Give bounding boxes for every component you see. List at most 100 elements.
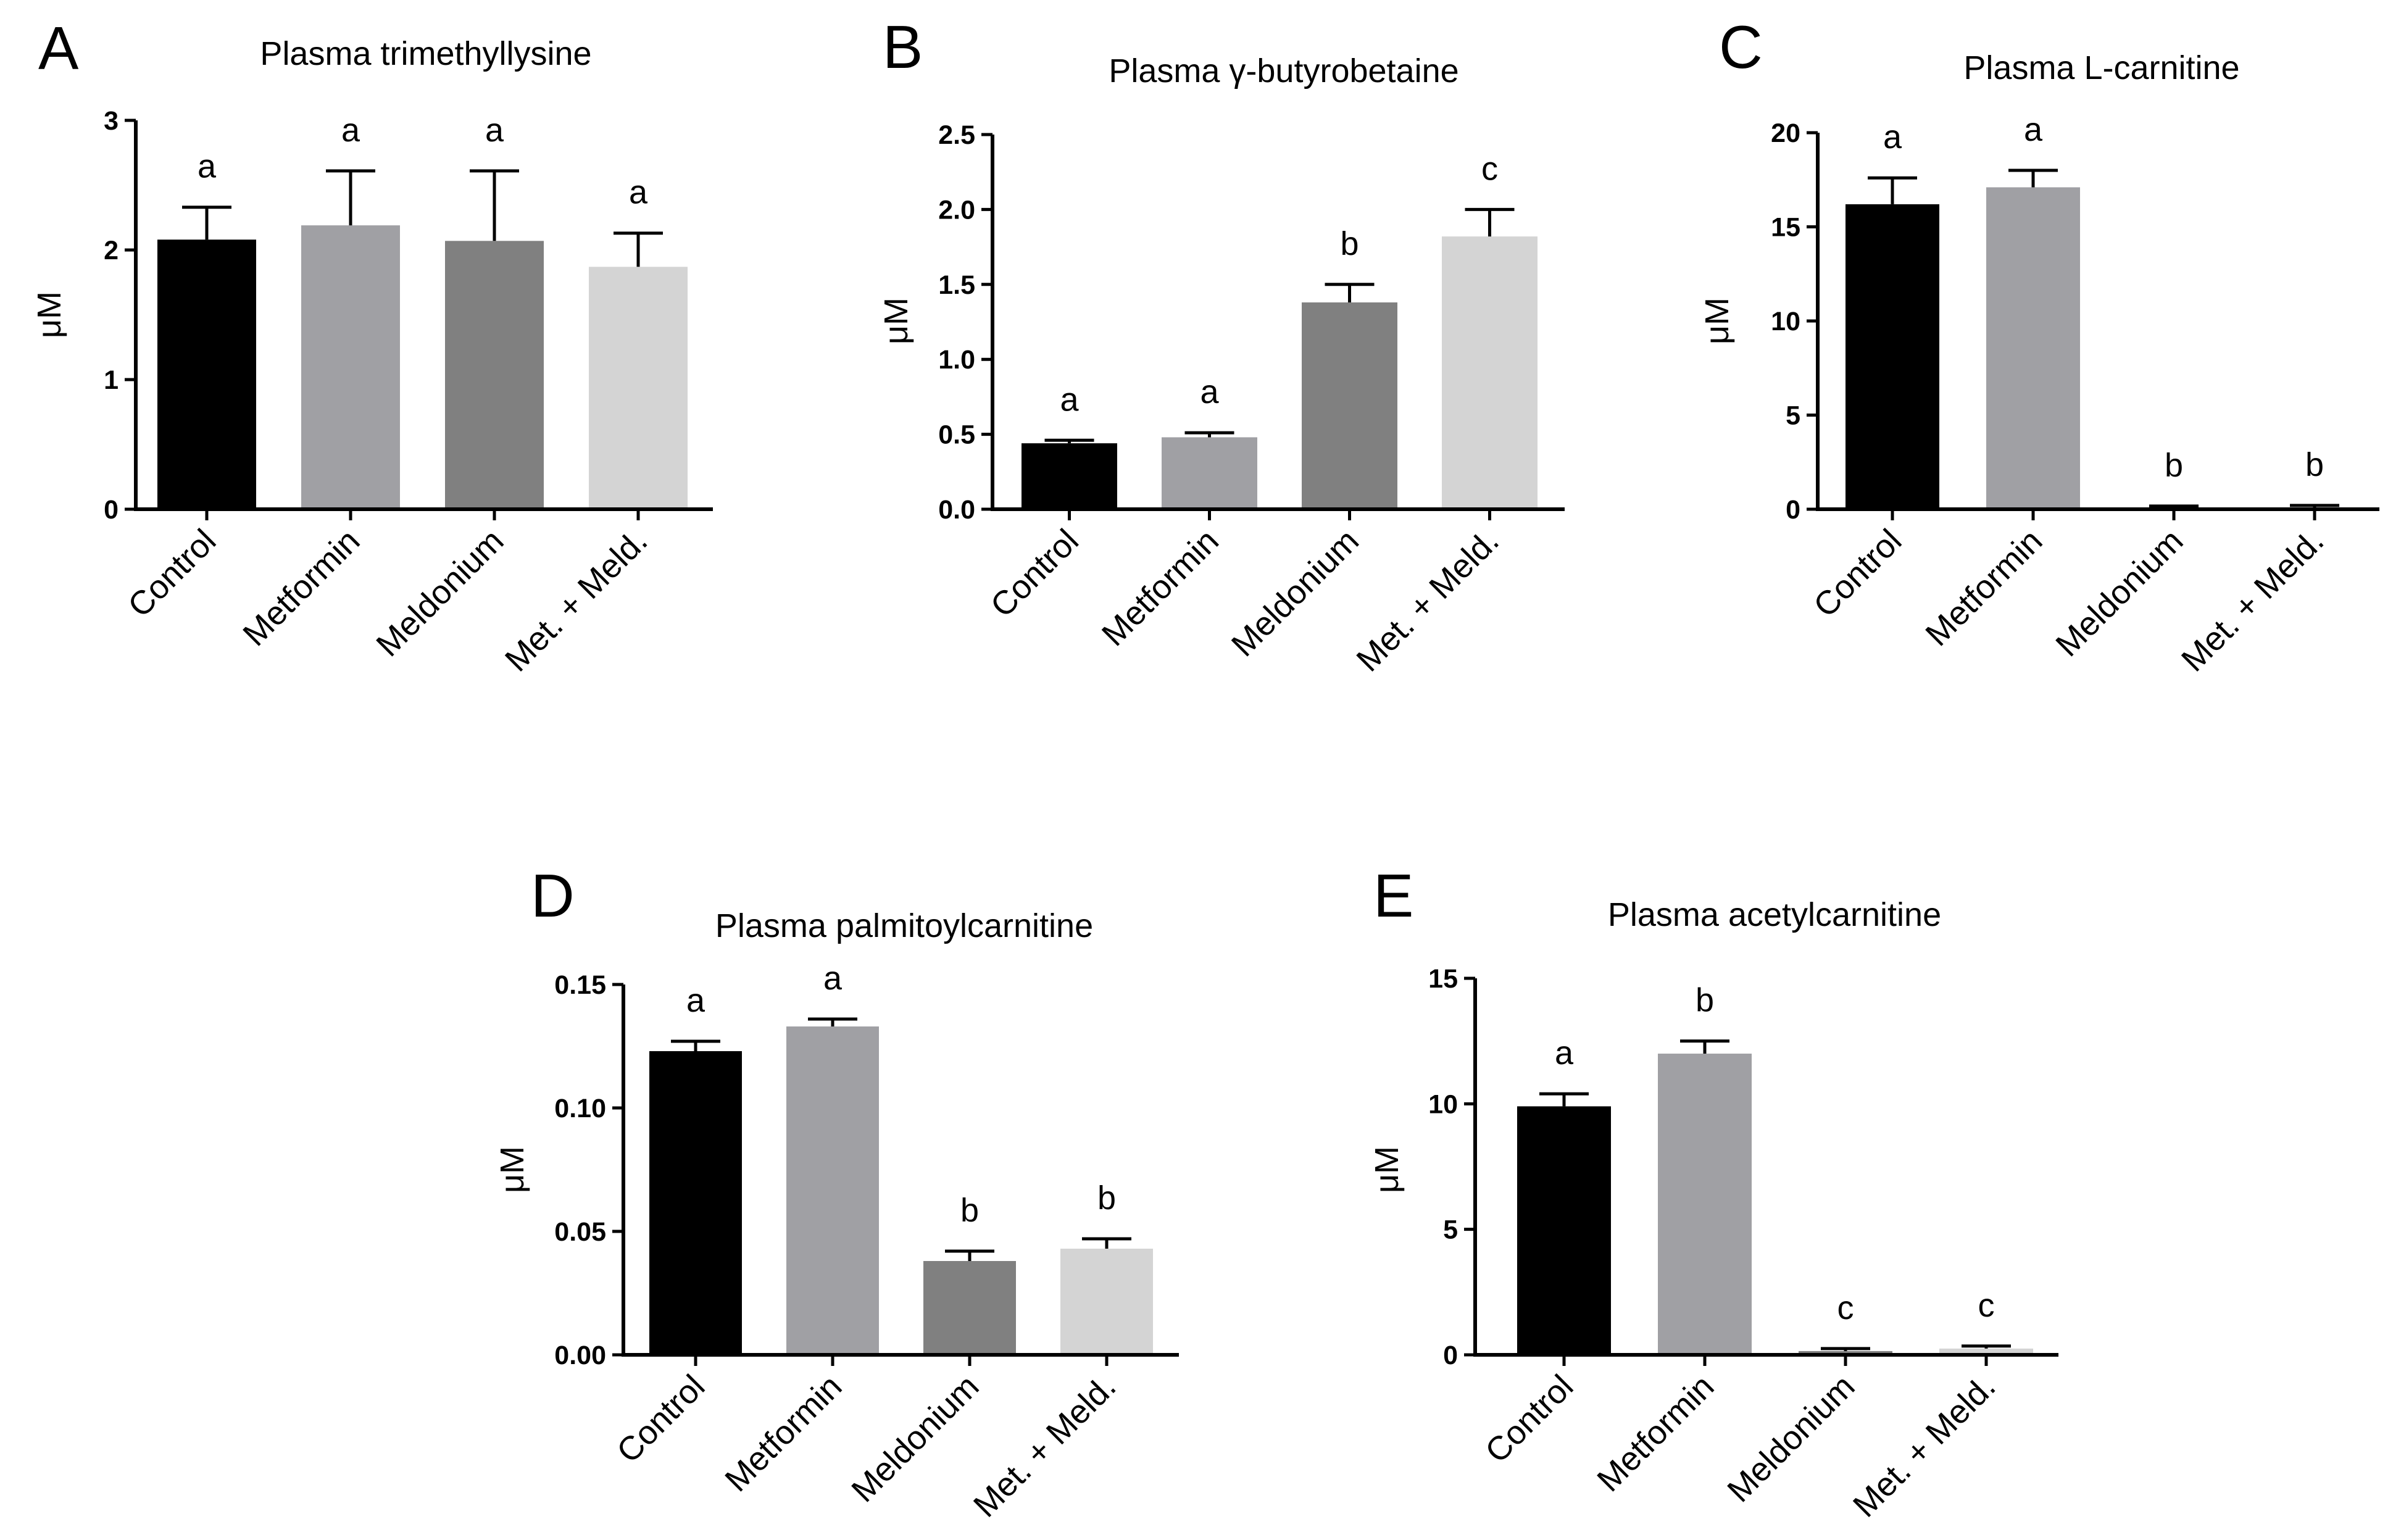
significance-label: b xyxy=(2165,447,2183,484)
y-tick-label: 1.0 xyxy=(938,345,975,375)
bar xyxy=(1442,236,1538,509)
y-tick-label: 0 xyxy=(1443,1341,1458,1370)
y-tick-label: 15 xyxy=(1771,213,1800,243)
y-tick-label: 0.00 xyxy=(554,1341,606,1370)
y-tick-label: 1.5 xyxy=(938,270,975,300)
bar xyxy=(1939,1348,2033,1355)
chart-title: Plasma L-carnitine xyxy=(1963,49,2239,86)
category-label: Control xyxy=(610,1368,712,1470)
chart-title: Plasma trimethyllysine xyxy=(260,35,591,72)
chart-panel-b: B Plasma γ-butyrobetaine μM a Control a Metfor… xyxy=(878,13,1565,679)
bar xyxy=(1986,187,2080,509)
bar xyxy=(649,1051,742,1355)
significance-label: a xyxy=(2024,111,2043,148)
significance-label: b xyxy=(1097,1180,1116,1217)
panel-letter: D xyxy=(531,862,575,930)
y-tick-label: 0.0 xyxy=(938,495,975,525)
bar xyxy=(1845,204,1939,509)
bar xyxy=(301,225,400,509)
significance-label: a xyxy=(198,148,217,185)
y-tick-label: 2.0 xyxy=(938,195,975,225)
panel-letter: B xyxy=(883,13,923,81)
y-tick-label: 1 xyxy=(104,365,119,395)
significance-label: a xyxy=(686,982,705,1019)
significance-label: a xyxy=(485,112,504,149)
chart-panel-e: E Plasma acetylcarnitine μM a Control b Metfor… xyxy=(1368,862,2058,1525)
category-label: Met. + Meld. xyxy=(498,522,655,679)
y-tick-label: 15 xyxy=(1428,964,1458,994)
y-axis-label: μM xyxy=(31,291,68,338)
significance-label: c xyxy=(1978,1287,1995,1324)
y-tick-label: 0.05 xyxy=(554,1217,606,1247)
category-label: Meldonium xyxy=(844,1368,986,1509)
bar xyxy=(1799,1351,1892,1355)
category-label: Meldonium xyxy=(2049,522,2190,664)
category-label: Control xyxy=(121,522,223,625)
panel-letter: E xyxy=(1373,862,1413,930)
bar xyxy=(923,1261,1016,1355)
bar xyxy=(1302,302,1397,509)
significance-label: b xyxy=(960,1192,979,1229)
panel-letter: A xyxy=(38,14,79,82)
significance-label: a xyxy=(341,112,360,149)
category-label: Meldonium xyxy=(1720,1368,1862,1509)
category-label: Metformin xyxy=(718,1368,849,1499)
y-tick-label: 5 xyxy=(1443,1215,1458,1245)
significance-label: a xyxy=(823,960,843,997)
y-tick-label: 2 xyxy=(104,236,119,265)
bar xyxy=(1658,1054,1752,1355)
chart-panel-d: D Plasma palmitoylcarnitine μM a Control a Met… xyxy=(494,862,1179,1525)
category-label: Met. + Meld. xyxy=(2174,522,2331,679)
category-label: Metformin xyxy=(236,522,367,653)
category-label: Metformin xyxy=(1590,1368,1721,1499)
category-label: Control xyxy=(1478,1368,1581,1470)
category-label: Meldonium xyxy=(1225,522,1366,664)
significance-label: a xyxy=(1555,1034,1574,1072)
significance-label: a xyxy=(629,174,648,211)
y-tick-label: 0.10 xyxy=(554,1094,606,1123)
category-label: Metformin xyxy=(1095,522,1226,653)
chart-title: Plasma γ-butyrobetaine xyxy=(1109,52,1458,89)
y-tick-label: 10 xyxy=(1428,1089,1458,1119)
chart-panel-c: C Plasma L-carnitine μM a Control a Metformin b… xyxy=(1699,13,2379,679)
category-label: Metformin xyxy=(1918,522,2049,653)
bar xyxy=(786,1026,879,1355)
significance-label: c xyxy=(1481,150,1498,187)
y-axis-label: μM xyxy=(1368,1146,1405,1193)
y-tick-label: 20 xyxy=(1771,119,1800,148)
significance-label: a xyxy=(1883,119,1902,156)
category-label: Met. + Meld. xyxy=(967,1368,1123,1525)
chart-title: Plasma palmitoylcarnitine xyxy=(715,907,1093,944)
category-label: Control xyxy=(1807,522,1909,625)
y-tick-label: 10 xyxy=(1771,307,1800,336)
y-axis-label: μM xyxy=(494,1146,531,1193)
significance-label: a xyxy=(1060,381,1079,418)
bar xyxy=(445,241,544,509)
category-label: Met. + Meld. xyxy=(1846,1368,2003,1525)
significance-label: c xyxy=(1837,1289,1854,1326)
chart-panel-a: A Plasma trimethyllysine μM a Control a Metfor… xyxy=(31,14,713,679)
chart-title: Plasma acetylcarnitine xyxy=(1608,896,1941,933)
bar xyxy=(589,267,688,509)
y-tick-label: 0.15 xyxy=(554,970,606,1000)
bar xyxy=(157,239,256,509)
bar xyxy=(1060,1249,1153,1355)
y-tick-label: 0 xyxy=(1786,495,1800,525)
significance-label: a xyxy=(1200,373,1219,410)
category-label: Met. + Meld. xyxy=(1349,522,1506,679)
bar xyxy=(1162,437,1257,509)
significance-label: b xyxy=(2305,446,2324,483)
y-axis-label: μM xyxy=(1699,298,1736,344)
category-label: Meldonium xyxy=(369,522,510,664)
y-tick-label: 0.5 xyxy=(938,420,975,450)
panel-letter: C xyxy=(1719,13,1763,81)
significance-label: b xyxy=(1696,982,1714,1019)
y-tick-label: 3 xyxy=(104,106,119,136)
y-axis-label: μM xyxy=(878,298,915,344)
category-label: Control xyxy=(983,522,1086,625)
y-tick-label: 0 xyxy=(104,495,119,525)
y-tick-label: 5 xyxy=(1786,401,1800,431)
bar xyxy=(1517,1106,1611,1355)
y-tick-label: 2.5 xyxy=(938,120,975,150)
